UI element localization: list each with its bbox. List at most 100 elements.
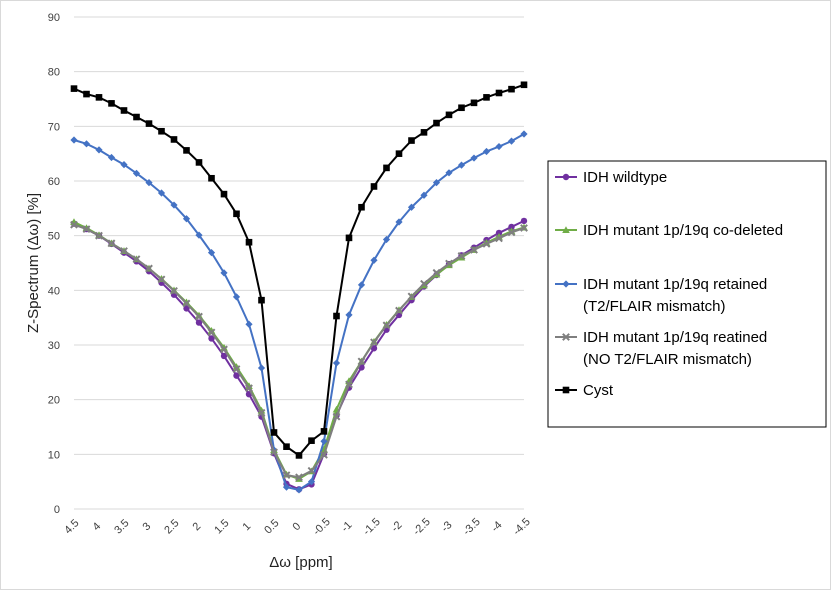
- data-point: [332, 412, 341, 421]
- data-point: [507, 137, 516, 145]
- data-point: [245, 320, 253, 328]
- data-point: [108, 100, 115, 107]
- data-point: [170, 286, 178, 295]
- data-point: [470, 99, 478, 107]
- x-tick-label: -2.5: [411, 516, 433, 538]
- data-point: [458, 104, 465, 112]
- data-point: [245, 384, 253, 393]
- data-point: [370, 256, 378, 264]
- data-point: [495, 234, 503, 243]
- x-tick-label: -3.5: [461, 516, 483, 538]
- y-tick-label: 10: [48, 449, 60, 461]
- x-tick-label: -3: [439, 519, 454, 534]
- data-point: [95, 146, 103, 154]
- legend-marker: [562, 386, 570, 394]
- data-point: [282, 483, 291, 491]
- data-point: [345, 234, 353, 242]
- data-point: [145, 264, 153, 273]
- data-point: [482, 147, 491, 156]
- legend-label: IDH mutant 1p/19q co-deleted: [583, 222, 783, 239]
- data-point: [432, 179, 441, 187]
- legend-label: Cyst: [583, 382, 614, 399]
- data-point: [520, 130, 528, 138]
- data-point: [270, 429, 278, 436]
- x-tick-label: -4.5: [511, 516, 533, 538]
- data-point: [495, 89, 503, 97]
- data-point: [358, 203, 365, 211]
- data-point: [307, 466, 316, 475]
- data-point: [220, 269, 228, 277]
- y-tick-label: 60: [48, 176, 60, 188]
- data-point: [207, 326, 216, 334]
- data-point: [170, 201, 178, 209]
- x-tick-label: 3.5: [112, 517, 131, 536]
- data-point: [258, 296, 265, 304]
- data-point: [70, 85, 78, 92]
- data-point: [195, 231, 203, 239]
- y-axis-ticks: 0 10 20 30 40 50 60 70 80 90: [48, 12, 60, 516]
- x-tick-label: 2.5: [162, 517, 181, 536]
- data-point: [145, 120, 153, 127]
- data-point: [232, 293, 241, 301]
- data-point: [370, 345, 378, 352]
- data-point: [445, 111, 453, 119]
- data-point: [107, 153, 116, 162]
- legend-label: (T2/FLAIR mismatch): [583, 298, 726, 315]
- data-point: [220, 352, 228, 360]
- data-point: [333, 312, 340, 320]
- x-tick-label: 4.5: [62, 517, 81, 536]
- x-tick-label: -4: [489, 519, 504, 534]
- data-point: [383, 164, 390, 172]
- data-point: [158, 127, 165, 135]
- y-tick-label: 70: [48, 121, 60, 133]
- x-tick-label: 1: [240, 520, 253, 533]
- data-point: [295, 486, 303, 494]
- data-point: [232, 365, 241, 373]
- x-tick-label: 1.5: [212, 517, 231, 536]
- x-tick-label: 0.5: [262, 517, 281, 536]
- data-point: [132, 255, 141, 264]
- y-tick-label: 20: [48, 395, 60, 407]
- data-point: [257, 364, 266, 372]
- data-point: [495, 229, 503, 237]
- data-point: [145, 179, 153, 187]
- data-point: [133, 113, 140, 121]
- data-point: [208, 335, 215, 342]
- y-axis-title: Z-Spectrum (Δω) [%]: [25, 193, 42, 333]
- data-point: [508, 223, 515, 231]
- x-tick-label: -0.5: [311, 516, 333, 538]
- data-point: [495, 142, 503, 151]
- data-point: [420, 279, 428, 288]
- series-line: [73, 223, 525, 479]
- x-tick-label: -2: [389, 519, 404, 534]
- data-point: [457, 251, 466, 260]
- data-point: [157, 275, 166, 284]
- legend-entry: IDH mutant 1p/19q co-deleted: [555, 222, 783, 239]
- data-point: [220, 190, 228, 198]
- data-point: [520, 224, 528, 232]
- data-point: [170, 136, 178, 143]
- data-point: [407, 203, 416, 211]
- data-point: [295, 473, 303, 482]
- data-point: [220, 343, 228, 351]
- data-point: [520, 217, 528, 225]
- data-point: [95, 94, 103, 101]
- legend-entry: Cyst: [555, 382, 614, 399]
- x-tick-label: 3: [140, 520, 153, 533]
- data-point: [182, 215, 191, 223]
- data-point: [132, 169, 141, 177]
- data-point: [307, 478, 316, 486]
- legend-marker: [562, 226, 570, 233]
- data-point: [457, 161, 466, 169]
- x-tick-label: -1: [339, 519, 354, 534]
- data-point: [445, 169, 453, 177]
- data-point: [382, 235, 391, 244]
- data-point: [195, 159, 203, 166]
- series-3: [70, 130, 528, 494]
- y-tick-label: 0: [54, 504, 60, 516]
- data-point: [95, 231, 103, 240]
- data-point: [208, 174, 215, 182]
- data-point: [433, 119, 440, 127]
- data-point: [83, 90, 90, 98]
